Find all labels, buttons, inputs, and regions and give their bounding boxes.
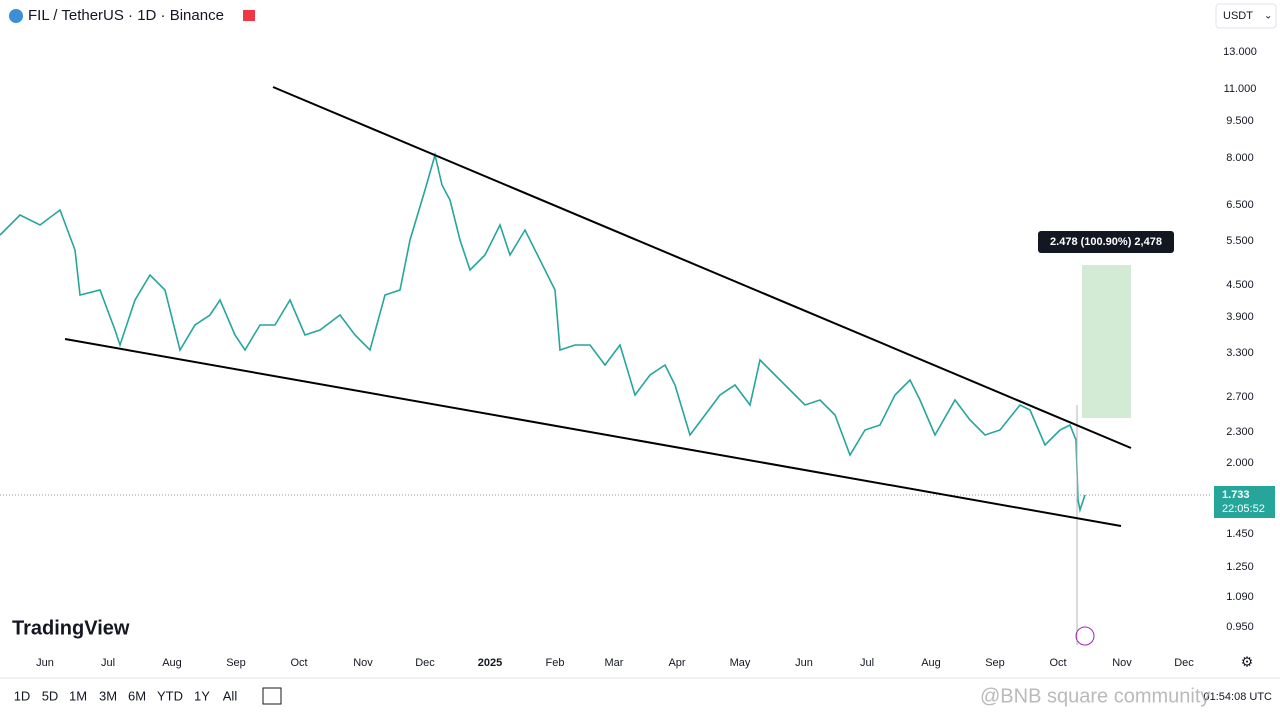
time-tick-label: Jun xyxy=(795,657,813,669)
range-button[interactable]: 1M xyxy=(69,688,87,703)
price-tick-label: 11.000 xyxy=(1224,83,1257,95)
time-tick-label: May xyxy=(730,657,751,669)
time-tick-label: Dec xyxy=(415,657,435,669)
time-tick-label: 2025 xyxy=(478,657,502,669)
current-price-tag xyxy=(1214,486,1275,518)
time-tick-label: Aug xyxy=(162,657,182,669)
symbol-icon xyxy=(9,9,23,23)
time-tick-label: Sep xyxy=(226,657,246,669)
watermark: @BNB square community xyxy=(980,685,1210,707)
price-tick-label: 2.000 xyxy=(1226,457,1254,469)
price-tick-label: 1.250 xyxy=(1226,561,1254,573)
price-path xyxy=(0,151,1086,514)
range-button[interactable]: 6M xyxy=(128,688,146,703)
calendar-icon[interactable] xyxy=(262,687,282,705)
price-tick-label: 1.450 xyxy=(1226,528,1254,540)
time-tick-label: Jun xyxy=(36,657,54,669)
time-tick-label: Mar xyxy=(605,657,624,669)
lower-trendline xyxy=(64,338,1122,527)
price-tick-label: 4.500 xyxy=(1226,279,1254,291)
price-tick-label: 0.950 xyxy=(1226,621,1254,633)
dropdown-arrow: ⌄ xyxy=(1264,11,1272,22)
time-tick-label: Oct xyxy=(290,657,307,669)
time-tick-label: Nov xyxy=(353,657,373,669)
measure-label: 2.478 (100.90%) 2,478 xyxy=(1050,236,1162,248)
flag xyxy=(243,10,255,21)
price-tick-label: 3.300 xyxy=(1226,347,1254,359)
clock: 01:54:08 UTC xyxy=(1204,691,1273,703)
price-tick-label: 8.000 xyxy=(1226,152,1254,164)
time-tick-label: Dec xyxy=(1174,657,1194,669)
symbol-title: FIL / TetherUS · 1D · Binance xyxy=(28,7,224,24)
settings-icon[interactable]: ⚙ xyxy=(1241,654,1254,670)
currency-dropdown[interactable] xyxy=(1215,3,1277,29)
logo: TradingView xyxy=(12,617,130,639)
time-tick-label: Jul xyxy=(860,657,874,669)
price-tick-label: 1.090 xyxy=(1226,591,1254,603)
event-icon[interactable] xyxy=(1075,626,1095,646)
time-tick-label: Aug xyxy=(921,657,941,669)
time-tick-label: Apr xyxy=(668,657,685,669)
currency-label: USDT xyxy=(1223,10,1253,22)
range-button[interactable]: 1Y xyxy=(194,688,210,703)
price-tick-label: 9.500 xyxy=(1226,115,1254,127)
upper-trendline xyxy=(272,86,1132,449)
time-tick-label: Feb xyxy=(546,657,565,669)
measure-tag xyxy=(1038,231,1174,253)
price-tick-label: 3.900 xyxy=(1226,311,1254,323)
countdown: 22:05:52 xyxy=(1222,503,1265,515)
range-button[interactable]: YTD xyxy=(157,688,183,703)
time-tick-label: Sep xyxy=(985,657,1005,669)
current-price: 1.733 xyxy=(1222,489,1250,501)
price-tick-label: 6.500 xyxy=(1226,199,1254,211)
range-button[interactable]: 5D xyxy=(42,688,59,703)
time-tick-label: Nov xyxy=(1112,657,1132,669)
time-tick-label: Oct xyxy=(1049,657,1066,669)
range-button[interactable]: All xyxy=(223,688,238,703)
price-tick-label: 2.700 xyxy=(1226,391,1254,403)
time-tick-label: Jul xyxy=(101,657,115,669)
measure-box xyxy=(1082,265,1131,418)
price-tick-label: 2.300 xyxy=(1226,426,1254,438)
price-tick-label: 13.000 xyxy=(1223,46,1257,58)
price-tick-label: 5.500 xyxy=(1226,235,1254,247)
range-button[interactable]: 1D xyxy=(14,688,31,703)
range-button[interactable]: 3M xyxy=(99,688,117,703)
